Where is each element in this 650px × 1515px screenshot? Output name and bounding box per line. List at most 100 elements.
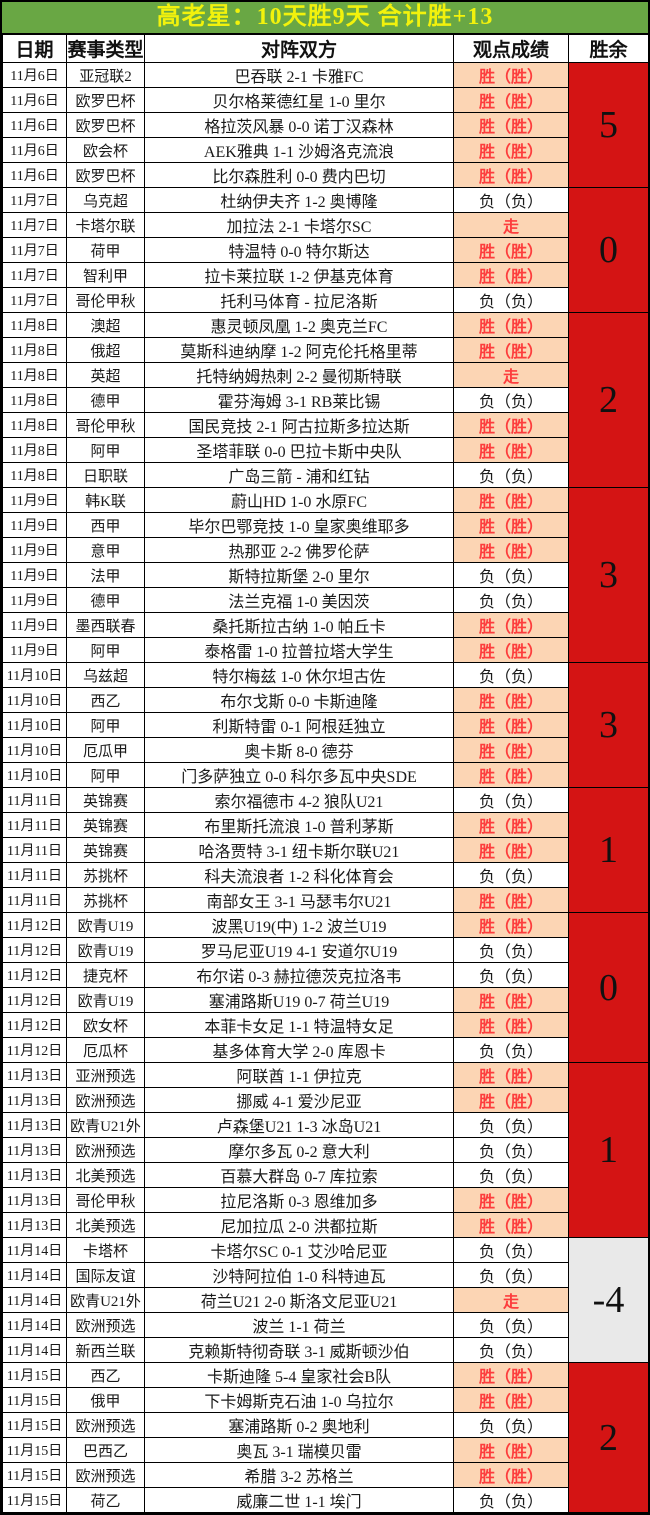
table-row: 11月12日 欧女杯 本菲卡女足 1-1 特温特女足 胜（胜） [2, 1012, 649, 1038]
league-cell: 卡塔杯 [66, 1237, 145, 1263]
table-row: 11月15日 欧洲预选 塞浦路斯 0-2 奥地利 负（负） [2, 1412, 649, 1438]
league-cell: 德甲 [66, 387, 145, 413]
league-cell: 欧罗巴杯 [66, 87, 145, 113]
date-cell: 11月8日 [2, 362, 67, 388]
result-cell: 走 [453, 1287, 569, 1313]
table-row: 11月15日 荷乙 威廉二世 1-1 埃门 负（负） [2, 1487, 649, 1513]
date-cell: 11月11日 [2, 787, 67, 813]
league-cell: 阿甲 [66, 712, 145, 738]
table-row: 11月15日 巴西乙 奥瓦 3-1 瑞模贝雷 胜（胜） [2, 1437, 649, 1463]
match-cell: 拉卡莱拉联 1-2 伊基克体育 [144, 262, 454, 288]
result-cell: 负（负） [453, 1412, 569, 1438]
result-cell: 胜（胜） [453, 262, 569, 288]
league-cell: 苏挑杯 [66, 887, 145, 913]
match-cell: 尼加拉瓜 2-0 洪都拉斯 [144, 1212, 454, 1238]
match-cell: 桑托斯拉古纳 1-0 帕丘卡 [144, 612, 454, 638]
date-cell: 11月15日 [2, 1437, 67, 1463]
result-cell: 胜（胜） [453, 537, 569, 563]
table-row: 11月11日 英锦赛 布里斯托流浪 1-0 普利茅斯 胜（胜） [2, 812, 649, 838]
date-cell: 11月13日 [2, 1112, 67, 1138]
table-row: 11月7日 荷甲 特温特 0-0 特尔斯达 胜（胜） [2, 237, 649, 263]
league-cell: 阿甲 [66, 637, 145, 663]
match-cell: 托特纳姆热刺 2-2 曼彻斯特联 [144, 362, 454, 388]
table-row: 11月9日 墨西联春 桑托斯拉古纳 1-0 帕丘卡 胜（胜） [2, 612, 649, 638]
match-cell: 特尔梅兹 1-0 休尔坦古佐 [144, 662, 454, 688]
table-row: 11月11日 英锦赛 哈洛贾特 3-1 纽卡斯尔联U21 胜（胜） [2, 837, 649, 863]
date-cell: 11月15日 [2, 1362, 67, 1388]
date-cell: 11月9日 [2, 637, 67, 663]
result-cell: 负（负） [453, 1487, 569, 1513]
table-row: 11月9日 阿甲 泰格雷 1-0 拉普拉塔大学生 胜（胜） [2, 637, 649, 663]
match-cell: 莫斯科迪纳摩 1-2 阿克伦托格里蒂 [144, 337, 454, 363]
table-row: 11月10日 乌兹超 特尔梅兹 1-0 休尔坦古佐 负（负） 3 [2, 662, 649, 788]
date-cell: 11月8日 [2, 412, 67, 438]
league-cell: 欧青U21外 [66, 1287, 145, 1313]
league-cell: 韩K联 [66, 487, 145, 513]
match-cell: 国民竞技 2-1 阿古拉斯多拉达斯 [144, 412, 454, 438]
result-cell: 胜（胜） [453, 1212, 569, 1238]
date-cell: 11月10日 [2, 762, 67, 788]
col-header-result: 观点成绩 [453, 34, 569, 63]
table-row: 11月11日 英锦赛 索尔福德市 4-2 狼队U21 负（负） 1 [2, 787, 649, 913]
result-cell: 胜（胜） [453, 687, 569, 713]
league-cell: 厄瓜杯 [66, 1037, 145, 1063]
date-cell: 11月8日 [2, 312, 67, 338]
league-cell: 阿甲 [66, 762, 145, 788]
date-cell: 11月11日 [2, 887, 67, 913]
table-row: 11月14日 国际友谊 沙特阿拉伯 1-0 科特迪瓦 负（负） [2, 1262, 649, 1288]
match-cell: 卡斯迪隆 5-4 皇家社会B队 [144, 1362, 454, 1388]
league-cell: 国际友谊 [66, 1262, 145, 1288]
match-cell: 塞浦路斯U19 0-7 荷兰U19 [144, 987, 454, 1013]
date-cell: 11月10日 [2, 662, 67, 688]
table-row: 11月13日 欧洲预选 摩尔多瓦 0-2 意大利 负（负） [2, 1137, 649, 1163]
match-cell: 罗马尼亚U19 4-1 安道尔U19 [144, 937, 454, 963]
table-row: 11月9日 法甲 斯特拉斯堡 2-0 里尔 负（负） [2, 562, 649, 588]
net-score-cell: 2 [568, 312, 649, 488]
net-score-cell: -4 [568, 1237, 649, 1363]
league-cell: 欧洲预选 [66, 1137, 145, 1163]
result-cell: 胜（胜） [453, 837, 569, 863]
match-cell: 门多萨独立 0-0 科尔多瓦中央SDE [144, 762, 454, 788]
table-row: 11月10日 西乙 布尔戈斯 0-0 卡斯迪隆 胜（胜） [2, 687, 649, 713]
league-cell: 欧青U19 [66, 937, 145, 963]
table-row: 11月7日 智利甲 拉卡莱拉联 1-2 伊基克体育 胜（胜） [2, 262, 649, 288]
league-cell: 捷克杯 [66, 962, 145, 988]
result-cell: 胜（胜） [453, 512, 569, 538]
result-cell: 走 [453, 212, 569, 238]
league-cell: 欧会杯 [66, 137, 145, 163]
result-cell: 胜（胜） [453, 1437, 569, 1463]
match-cell: 格拉茨风暴 0-0 诺丁汉森林 [144, 112, 454, 138]
table-row: 11月11日 苏挑杯 南部女王 3-1 马瑟韦尔U21 胜（胜） [2, 887, 649, 913]
date-cell: 11月12日 [2, 962, 67, 988]
results-table: 日期 赛事类型 对阵双方 观点成绩 胜余 11月6日 亚冠联2 巴吞联 2-1 卡雅… [2, 34, 649, 1513]
result-cell: 负（负） [453, 1137, 569, 1163]
date-cell: 11月8日 [2, 337, 67, 363]
table-row: 11月10日 阿甲 门多萨独立 0-0 科尔多瓦中央SDE 胜（胜） [2, 762, 649, 788]
league-cell: 欧女杯 [66, 1012, 145, 1038]
match-cell: AEK雅典 1-1 沙姆洛克流浪 [144, 137, 454, 163]
league-cell: 欧青U21外 [66, 1112, 145, 1138]
table-row: 11月8日 澳超 惠灵顿凤凰 1-2 奥克兰FC 胜（胜） 2 [2, 312, 649, 488]
match-cell: 布里斯托流浪 1-0 普利茅斯 [144, 812, 454, 838]
col-header-league: 赛事类型 [66, 34, 145, 63]
match-cell: 加拉法 2-1 卡塔尔SC [144, 212, 454, 238]
date-cell: 11月8日 [2, 462, 67, 488]
result-cell: 胜（胜） [453, 112, 569, 138]
date-cell: 11月10日 [2, 737, 67, 763]
match-cell: 克赖斯特彻奇联 3-1 威斯顿沙伯 [144, 1337, 454, 1363]
table-row: 11月8日 阿甲 圣塔菲联 0-0 巴拉卡斯中央队 胜（胜） [2, 437, 649, 463]
result-cell: 负（负） [453, 1037, 569, 1063]
date-cell: 11月13日 [2, 1087, 67, 1113]
result-cell: 负（负） [453, 962, 569, 988]
league-cell: 哥伦甲秋 [66, 412, 145, 438]
match-cell: 威廉二世 1-1 埃门 [144, 1487, 454, 1513]
date-cell: 11月7日 [2, 262, 67, 288]
table-row: 11月9日 意甲 热那亚 2-2 佛罗伦萨 胜（胜） [2, 537, 649, 563]
table-row: 11月15日 欧洲预选 希腊 3-2 苏格兰 胜（胜） [2, 1462, 649, 1488]
result-cell: 胜（胜） [453, 87, 569, 113]
net-score-cell: 0 [568, 912, 649, 1063]
result-cell: 胜（胜） [453, 812, 569, 838]
league-cell: 欧罗巴杯 [66, 162, 145, 188]
result-cell: 胜（胜） [453, 1362, 569, 1388]
result-cell: 负（负） [453, 862, 569, 888]
